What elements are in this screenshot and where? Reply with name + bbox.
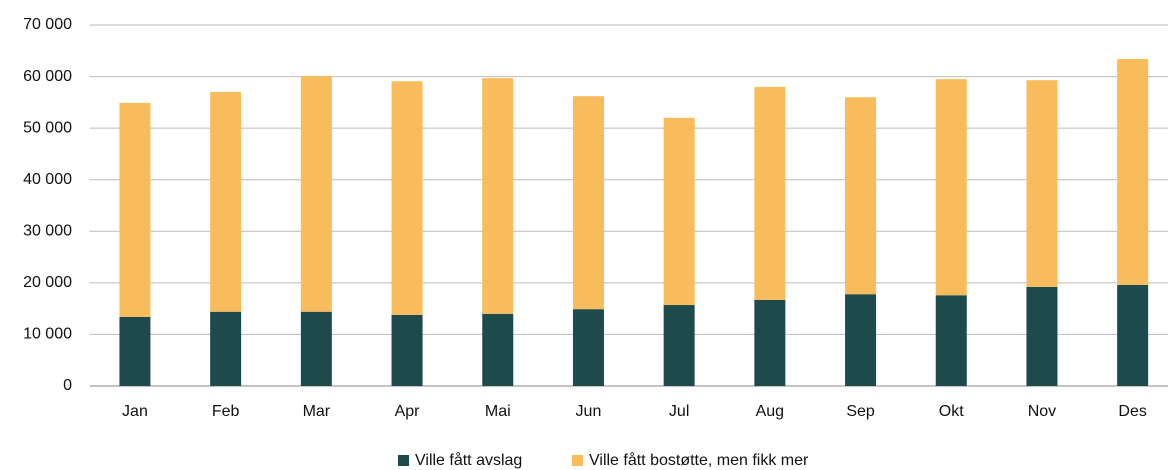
bar-segment [119,316,151,386]
y-tick-label: 0 [63,377,72,394]
legend-label: Ville fått bostøtte, men fikk mer [589,451,809,469]
legend-swatch [572,455,583,466]
bar-segment [572,309,604,386]
x-tick-label: Feb [212,403,240,420]
y-tick-label: 60 000 [23,68,72,85]
x-tick-label: Mai [485,403,511,420]
x-tick-label: Aug [756,403,784,420]
x-tick-label: Jan [122,403,148,420]
bar-segment [119,102,151,317]
bar-segment [482,313,514,386]
y-tick-label: 30 000 [23,223,72,240]
x-tick-label: Okt [939,403,964,420]
x-tick-label: Sep [846,403,875,420]
bar-segment [482,78,514,314]
bar-segment [663,305,695,386]
bar-segment [845,294,877,386]
bar-segment [663,117,695,306]
y-tick-label: 20 000 [23,274,72,291]
x-tick-label: Mar [303,403,331,420]
x-tick-label: Apr [395,403,421,420]
bar-segment [754,86,786,300]
bar-segment [572,96,604,310]
x-tick-label: Jul [669,403,689,420]
legend-label: Ville fått avslag [415,451,522,469]
bar-segment [1117,59,1149,285]
bar-segment [210,311,242,386]
bar-segment [210,92,242,312]
x-tick-label: Nov [1028,403,1056,420]
y-tick-label: 50 000 [23,119,72,136]
bar-segment [935,295,967,386]
x-tick-label: Jun [576,403,602,420]
legend-swatch [398,455,409,466]
y-tick-label: 10 000 [23,326,72,343]
bar-segment [1026,286,1058,386]
bar-segment [300,76,332,312]
y-tick-label: 70 000 [23,16,72,33]
bar-segment [935,79,967,296]
bar-segment [845,97,877,295]
bar-segment [300,311,332,386]
bar-segment [754,299,786,386]
y-tick-label: 40 000 [23,171,72,188]
bar-segment [391,81,423,315]
bar-segment [1117,284,1149,386]
bar-segment [1026,80,1058,287]
x-tick-label: Des [1118,403,1146,420]
bar-segment [391,314,423,386]
